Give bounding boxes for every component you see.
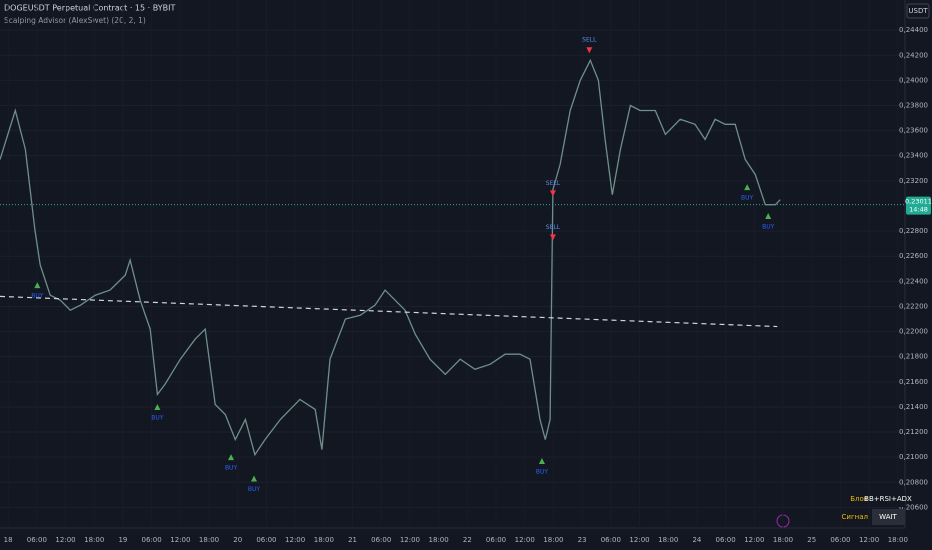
x-tick-label: 12:00: [744, 536, 764, 544]
x-tick-label: 06:00: [142, 536, 162, 544]
x-tick-label: 12:00: [170, 536, 190, 544]
signal-marker: [549, 234, 556, 241]
signal-label: SELL: [582, 37, 597, 44]
x-tick-label: 12:00: [400, 536, 420, 544]
y-tick-label: 0,23400: [899, 152, 928, 160]
x-tick-label: 12:00: [285, 536, 305, 544]
countdown-label: 14:48: [909, 206, 928, 214]
y-tick-label: 0,22400: [899, 277, 928, 285]
last-price-label: 0,23011: [905, 198, 932, 206]
x-tick-label: 24: [692, 536, 701, 544]
x-tick-label: 12:00: [629, 536, 649, 544]
x-tick-label: 19: [118, 536, 127, 544]
table-cell: [872, 509, 905, 525]
signal-label: BUY: [536, 468, 549, 475]
y-tick-label: 0,24000: [899, 76, 928, 84]
x-tick-label: 12:00: [515, 536, 535, 544]
x-tick-label: 18:00: [314, 536, 334, 544]
signal-marker: [154, 403, 161, 410]
x-tick-label: 22: [463, 536, 472, 544]
y-tick-label: 0,24400: [899, 26, 928, 34]
price-line: [0, 58, 781, 457]
y-tick-label: 0,20800: [899, 478, 928, 486]
y-tick-label: 0,21400: [899, 403, 928, 411]
signal-marker: [250, 475, 257, 482]
x-tick-label: 20: [233, 536, 242, 544]
x-tick-label: 06:00: [601, 536, 621, 544]
x-tick-label: 06:00: [830, 536, 850, 544]
y-tick-label: 0,24200: [899, 51, 928, 59]
signal-label: BUY: [151, 414, 164, 421]
y-tick-label: 0,23800: [899, 102, 928, 110]
x-tick-label: 06:00: [716, 536, 736, 544]
y-tick-label: 0,22800: [899, 227, 928, 235]
x-tick-label: 18:00: [199, 536, 219, 544]
signal-label: SELL: [546, 224, 561, 231]
x-tick-label: 18:00: [658, 536, 678, 544]
table-key: Блок: [850, 495, 868, 503]
signal-label: BUY: [762, 224, 775, 231]
signal-marker: [34, 282, 41, 289]
signal-marker: [765, 213, 772, 220]
y-tick-label: 0,21000: [899, 453, 928, 461]
x-tick-label: 21: [348, 536, 357, 544]
table-cell: [872, 491, 905, 507]
last-price-box: [906, 196, 931, 215]
x-tick-label: 18:00: [773, 536, 793, 544]
table-value: BB+RSI+ADX: [864, 495, 912, 503]
currency-box[interactable]: [906, 3, 930, 19]
table-key: Сигнал: [842, 513, 868, 521]
x-tick-label: 23: [578, 536, 587, 544]
y-tick-label: 0,21600: [899, 378, 928, 386]
trendline: [0, 295, 778, 328]
signal-label: BUY: [31, 293, 44, 300]
x-tick-label: 18:00: [429, 536, 449, 544]
x-tick-label: 06:00: [486, 536, 506, 544]
y-tick-label: 0,21800: [899, 353, 928, 361]
indicator-title: Scalping Advisor (AlexSwet) (20, 2, 1): [4, 16, 146, 25]
y-tick-label: 0,23200: [899, 177, 928, 185]
y-tick-label: 0,22200: [899, 302, 928, 310]
x-tick-label: 25: [807, 536, 816, 544]
currency-label[interactable]: USDT: [908, 7, 928, 15]
signal-marker: [228, 454, 235, 461]
signal-marker: [586, 47, 593, 54]
x-tick-label: 06:00: [371, 536, 391, 544]
symbol-title: DOGEUSDT Perpetual Contract · 15 · BYBIT: [4, 4, 175, 13]
signal-label: BUY: [225, 465, 238, 472]
y-tick-label: 0,21200: [899, 428, 928, 436]
x-tick-label: 12:00: [55, 536, 75, 544]
x-tick-label: 06:00: [256, 536, 276, 544]
signal-marker: [744, 184, 751, 191]
table-value: WAIT: [879, 513, 897, 521]
signal-label: BUY: [741, 195, 754, 202]
y-tick-label: 0,23600: [899, 127, 928, 135]
y-tick-label: 0,20600: [899, 503, 928, 511]
signal-marker: [538, 457, 545, 464]
y-tick-label: 0,22000: [899, 328, 928, 336]
signal-marker: [549, 190, 556, 197]
x-tick-label: 18:00: [888, 536, 908, 544]
signal-label: SELL: [546, 180, 561, 187]
x-tick-label: 12:00: [859, 536, 879, 544]
x-tick-label: 18: [4, 536, 13, 544]
x-tick-label: 18:00: [84, 536, 104, 544]
x-tick-label: 06:00: [27, 536, 47, 544]
signal-label: BUY: [248, 486, 261, 493]
x-tick-label: 18:00: [543, 536, 563, 544]
y-tick-label: 0,22600: [899, 252, 928, 260]
